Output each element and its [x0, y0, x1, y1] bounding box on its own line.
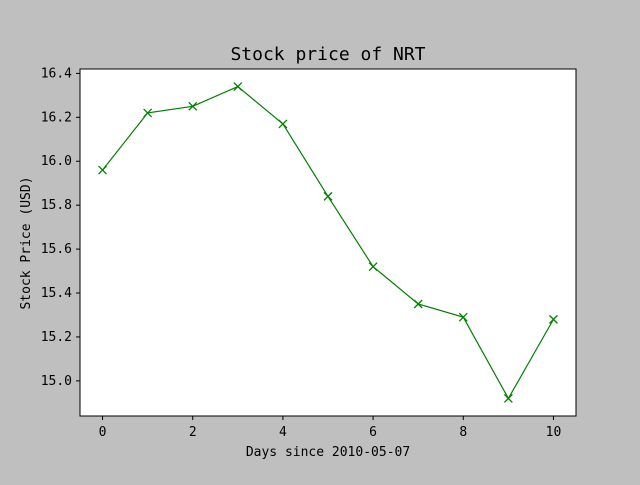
y-tick-label: 15.4	[41, 286, 72, 301]
chart-title: Stock price of NRT	[230, 44, 425, 65]
data-point-marker	[143, 108, 153, 118]
y-tick-label: 16.4	[41, 66, 72, 81]
y-tick-label: 15.6	[41, 242, 72, 257]
x-axis-label: Days since 2010-05-07	[246, 445, 410, 460]
y-tick-label: 16.0	[41, 154, 72, 169]
series-layer	[98, 82, 558, 403]
data-point-marker	[503, 393, 513, 403]
data-point-marker	[413, 299, 423, 309]
y-tick-label: 15.8	[41, 198, 72, 213]
data-point-marker	[188, 101, 198, 111]
y-tick-label: 15.2	[41, 330, 72, 345]
data-point-marker	[278, 119, 288, 129]
x-tick-label: 2	[189, 425, 197, 440]
x-tick-label: 0	[99, 425, 107, 440]
x-axis: 0 2 4 6 8 10	[99, 416, 562, 440]
data-point-marker	[233, 82, 243, 92]
data-point-marker	[323, 191, 333, 201]
data-point-marker	[458, 312, 468, 322]
y-axis: 15.0 15.2 15.4 15.6 15.8 16.0 16.2 16.4	[41, 66, 80, 389]
x-tick-label: 4	[279, 425, 287, 440]
y-tick-label: 15.0	[41, 374, 72, 389]
x-tick-label: 10	[546, 425, 562, 440]
y-axis-label: Stock Price (USD)	[19, 176, 34, 309]
y-tick-label: 16.2	[41, 110, 72, 125]
data-point-marker	[548, 314, 558, 324]
x-tick-label: 6	[369, 425, 377, 440]
plot-area	[79, 68, 577, 417]
data-point-marker	[98, 165, 108, 175]
x-tick-label: 8	[459, 425, 467, 440]
data-point-marker	[368, 262, 378, 272]
